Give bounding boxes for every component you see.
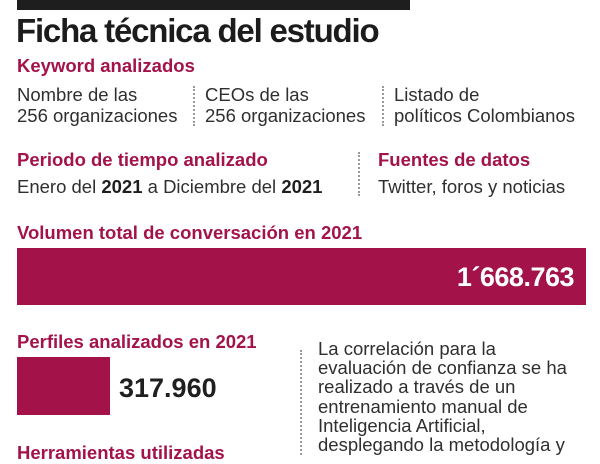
period-start-year: 2021	[101, 176, 143, 197]
profiles-bar	[17, 357, 110, 415]
sources-label: Fuentes de datos	[378, 149, 531, 170]
period-middle: a Diciembre del	[142, 176, 282, 197]
keyword-line: Nombre de las	[17, 84, 138, 105]
keyword-divider	[193, 86, 195, 126]
keyword-line: Listado de	[394, 84, 480, 105]
keyword-item-politicians: Listado de políticos Colombianos	[394, 84, 575, 126]
keyword-divider	[382, 86, 384, 126]
period-value: Enero del 2021 a Diciembre del 2021	[17, 176, 322, 197]
keyword-item-organizations: Nombre de las 256 organizaciones	[17, 84, 177, 126]
tools-label: Herramientas utilizadas	[17, 442, 225, 463]
keyword-line: políticos Colombianos	[394, 105, 575, 126]
keyword-line: 256 organizaciones	[17, 105, 178, 126]
period-label: Periodo de tiempo analizado	[17, 149, 268, 170]
sources-value: Twitter, foros y noticias	[378, 176, 566, 197]
conversation-label: Volumen total de conversación en 2021	[17, 222, 363, 243]
paragraph-divider	[300, 350, 302, 455]
conversation-volume-bar: 1´668.763	[17, 248, 586, 305]
methodology-paragraph: La correlación para la evaluación de con…	[318, 338, 567, 456]
keyword-line: CEOs de las	[205, 84, 309, 105]
period-prefix: Enero del	[17, 176, 102, 197]
keyword-item-ceos: CEOs de las 256 organizaciones	[205, 84, 365, 126]
period-end-year: 2021	[281, 176, 323, 197]
keywords-label: Keyword analizados	[17, 55, 195, 76]
profiles-label: Perfiles analizados en 2021	[17, 331, 257, 352]
page-title: Ficha técnica del estudio	[16, 12, 380, 49]
top-header-bar	[17, 0, 410, 10]
profiles-value: 317.960	[119, 373, 217, 403]
conversation-volume-value: 1´668.763	[456, 262, 575, 292]
keyword-line: 256 organizaciones	[205, 105, 366, 126]
period-divider	[358, 152, 360, 196]
